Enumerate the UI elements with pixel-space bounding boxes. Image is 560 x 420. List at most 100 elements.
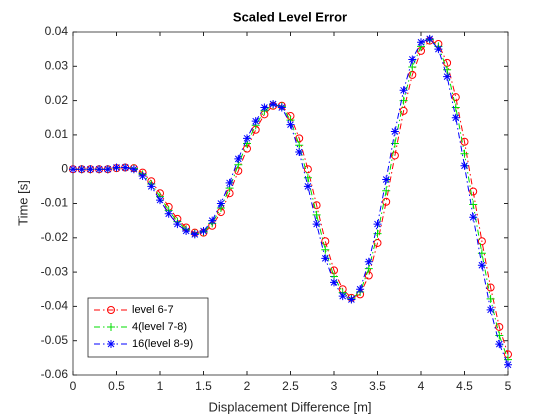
marker xyxy=(129,165,138,174)
y-tick-label: -0.03 xyxy=(41,264,69,278)
marker xyxy=(382,197,391,206)
marker xyxy=(495,322,504,331)
x-tick-label: 5 xyxy=(505,379,512,393)
marker xyxy=(477,261,486,270)
marker xyxy=(260,103,269,112)
marker xyxy=(234,154,243,163)
x-tick-label: 3.5 xyxy=(369,379,386,393)
marker xyxy=(460,161,469,170)
marker xyxy=(486,305,495,314)
legend-label: 4(level 7-8) xyxy=(132,321,187,333)
marker xyxy=(417,46,426,55)
marker xyxy=(504,360,512,369)
legend-label: 16(level 8-9) xyxy=(132,338,193,350)
marker xyxy=(251,117,260,126)
y-tick-label: -0.01 xyxy=(41,196,69,210)
x-tick-label: 3 xyxy=(331,379,338,393)
chart-title: Scaled Level Error xyxy=(233,9,347,24)
x-tick-label: 4 xyxy=(418,379,425,393)
marker xyxy=(138,172,147,181)
marker xyxy=(321,254,330,263)
marker xyxy=(173,220,182,229)
marker xyxy=(243,144,252,153)
marker xyxy=(425,36,434,45)
x-axis-label: Displacement Difference [m] xyxy=(208,399,371,414)
x-tick-label: 1 xyxy=(157,379,164,393)
marker xyxy=(208,216,217,225)
marker xyxy=(373,220,382,229)
marker xyxy=(190,230,199,239)
marker xyxy=(382,175,391,184)
y-tick-label: 0.01 xyxy=(45,127,69,141)
marker xyxy=(321,245,330,254)
marker xyxy=(364,264,373,273)
marker xyxy=(408,55,417,64)
y-tick-label: 0.02 xyxy=(45,93,69,107)
marker xyxy=(469,213,478,222)
marker xyxy=(138,168,147,177)
marker xyxy=(399,86,408,95)
marker xyxy=(286,112,295,121)
y-tick-label: 0.04 xyxy=(45,24,69,38)
marker xyxy=(312,220,321,229)
y-tick-label: -0.02 xyxy=(41,230,69,244)
y-tick-label: -0.04 xyxy=(41,299,69,313)
marker xyxy=(347,295,356,304)
marker xyxy=(364,257,373,266)
marker xyxy=(295,141,304,150)
marker xyxy=(121,163,130,172)
x-tick-label: 1.5 xyxy=(195,379,212,393)
marker xyxy=(190,228,199,237)
marker xyxy=(486,283,495,292)
marker xyxy=(112,163,121,172)
marker xyxy=(295,134,304,143)
marker xyxy=(225,189,234,198)
legend-marker xyxy=(107,323,115,331)
marker xyxy=(182,223,191,232)
series-line xyxy=(73,39,509,355)
y-tick-label: 0.03 xyxy=(45,58,69,72)
marker xyxy=(199,226,208,235)
marker xyxy=(469,200,478,209)
marker xyxy=(216,208,225,217)
marker xyxy=(286,120,295,129)
marker xyxy=(347,293,356,302)
marker xyxy=(408,70,417,79)
marker xyxy=(321,237,330,246)
y-tick-label: -0.06 xyxy=(41,367,69,381)
x-tick-label: 0.5 xyxy=(108,379,125,393)
marker xyxy=(69,165,77,174)
x-tick-label: 2 xyxy=(244,379,251,393)
marker xyxy=(486,294,495,303)
marker xyxy=(356,285,365,294)
marker xyxy=(330,278,338,287)
marker xyxy=(199,228,208,237)
marker xyxy=(390,127,399,136)
marker xyxy=(312,210,321,219)
marker xyxy=(443,58,452,67)
marker xyxy=(216,199,225,208)
marker xyxy=(95,165,104,174)
marker xyxy=(295,148,304,157)
marker xyxy=(225,178,234,187)
marker xyxy=(243,134,251,143)
marker xyxy=(251,125,260,134)
marker xyxy=(460,149,469,158)
marker xyxy=(460,137,469,146)
marker xyxy=(156,196,164,205)
marker xyxy=(382,186,391,195)
marker xyxy=(303,165,312,174)
marker xyxy=(443,72,452,81)
x-tick-label: 0 xyxy=(70,379,77,393)
marker xyxy=(408,62,417,71)
y-tick-label: -0.05 xyxy=(41,333,69,347)
legend-marker xyxy=(107,340,115,348)
marker xyxy=(504,350,513,359)
x-tick-label: 4.5 xyxy=(456,379,473,393)
legend-label: level 6-7 xyxy=(132,304,174,316)
marker xyxy=(277,103,286,112)
marker xyxy=(269,100,278,109)
marker xyxy=(303,182,312,191)
marker xyxy=(425,34,434,43)
